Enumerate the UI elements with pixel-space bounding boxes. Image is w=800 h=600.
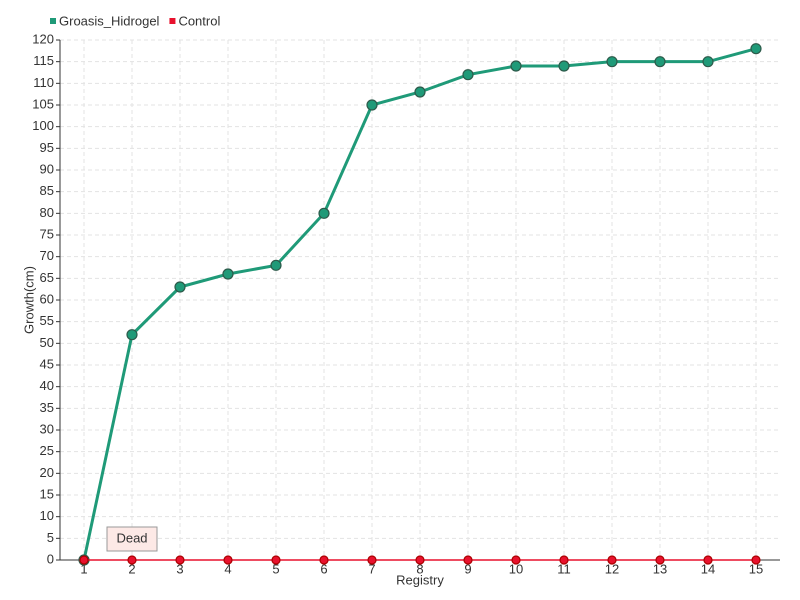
- x-tick-label: 10: [509, 561, 523, 576]
- point: [751, 555, 761, 565]
- x-tick-label: 1: [80, 561, 87, 576]
- y-tick-label: 85: [40, 183, 54, 198]
- y-tick-label: 0: [47, 551, 54, 566]
- point: [702, 56, 714, 68]
- y-tick-label: 55: [40, 313, 54, 328]
- point: [750, 43, 762, 55]
- legend-label: Groasis_Hidrogel: [59, 13, 160, 28]
- point: [175, 555, 185, 565]
- point: [270, 259, 282, 271]
- y-tick-label: 95: [40, 140, 54, 155]
- x-tick-label: 9: [464, 561, 471, 576]
- y-tick-label: 110: [33, 75, 54, 90]
- point: [222, 268, 234, 280]
- x-tick-label: 13: [653, 561, 667, 576]
- legend-swatch: [50, 18, 56, 24]
- x-tick-label: 3: [176, 561, 183, 576]
- y-tick-label: 5: [47, 530, 54, 545]
- point: [655, 555, 665, 565]
- y-tick-label: 15: [40, 486, 54, 501]
- point: [79, 555, 89, 565]
- annotation-text: Dead: [116, 530, 147, 545]
- y-tick-label: 30: [40, 421, 54, 436]
- point: [414, 86, 426, 98]
- y-tick-label: 70: [40, 248, 54, 263]
- x-tick-label: 11: [557, 561, 571, 576]
- x-axis-label: Registry: [396, 572, 444, 587]
- y-tick-label: 45: [40, 356, 54, 371]
- y-tick-label: 25: [40, 443, 54, 458]
- point: [606, 56, 618, 68]
- legend-swatch: [169, 18, 176, 24]
- y-tick-label: 10: [40, 508, 54, 523]
- y-tick-label: 120: [32, 31, 54, 46]
- point: [558, 60, 570, 72]
- y-axis-label: Growth(cm): [21, 266, 36, 334]
- x-tick-label: 2: [128, 561, 135, 576]
- y-tick-label: 105: [32, 96, 54, 111]
- y-tick-label: 50: [40, 335, 54, 350]
- legend-label: Control: [178, 13, 220, 28]
- y-tick-label: 65: [40, 270, 54, 285]
- x-tick-label: 12: [605, 561, 619, 576]
- point: [318, 207, 330, 219]
- y-tick-label: 115: [33, 53, 54, 68]
- point: [510, 60, 522, 72]
- annotation-box: [106, 526, 158, 552]
- y-tick-label: 40: [40, 378, 54, 393]
- point: [511, 555, 521, 565]
- x-tick-label: 7: [368, 561, 375, 576]
- point: [415, 555, 425, 565]
- y-tick-label: 60: [40, 291, 54, 306]
- y-tick-label: 80: [40, 205, 54, 220]
- point: [367, 555, 377, 565]
- point: [703, 555, 713, 565]
- y-tick-label: 90: [40, 161, 54, 176]
- point: [126, 329, 138, 341]
- x-tick-label: 6: [320, 561, 327, 576]
- point: [223, 555, 233, 565]
- y-tick-label: 35: [40, 400, 54, 415]
- x-tick-label: 8: [416, 561, 423, 576]
- point: [463, 555, 473, 565]
- y-tick-label: 100: [32, 118, 54, 133]
- point: [271, 555, 281, 565]
- y-tick-label: 20: [40, 465, 54, 480]
- point: [127, 555, 137, 565]
- x-tick-label: 14: [701, 561, 715, 576]
- point: [559, 555, 569, 565]
- x-tick-label: 4: [224, 561, 231, 576]
- x-tick-label: 5: [272, 561, 279, 576]
- point: [462, 69, 474, 81]
- point: [654, 56, 666, 68]
- point: [174, 281, 186, 293]
- point: [366, 99, 378, 111]
- point: [319, 555, 329, 565]
- point: [607, 555, 617, 565]
- x-tick-label: 15: [749, 561, 763, 576]
- y-tick-label: 75: [40, 226, 54, 241]
